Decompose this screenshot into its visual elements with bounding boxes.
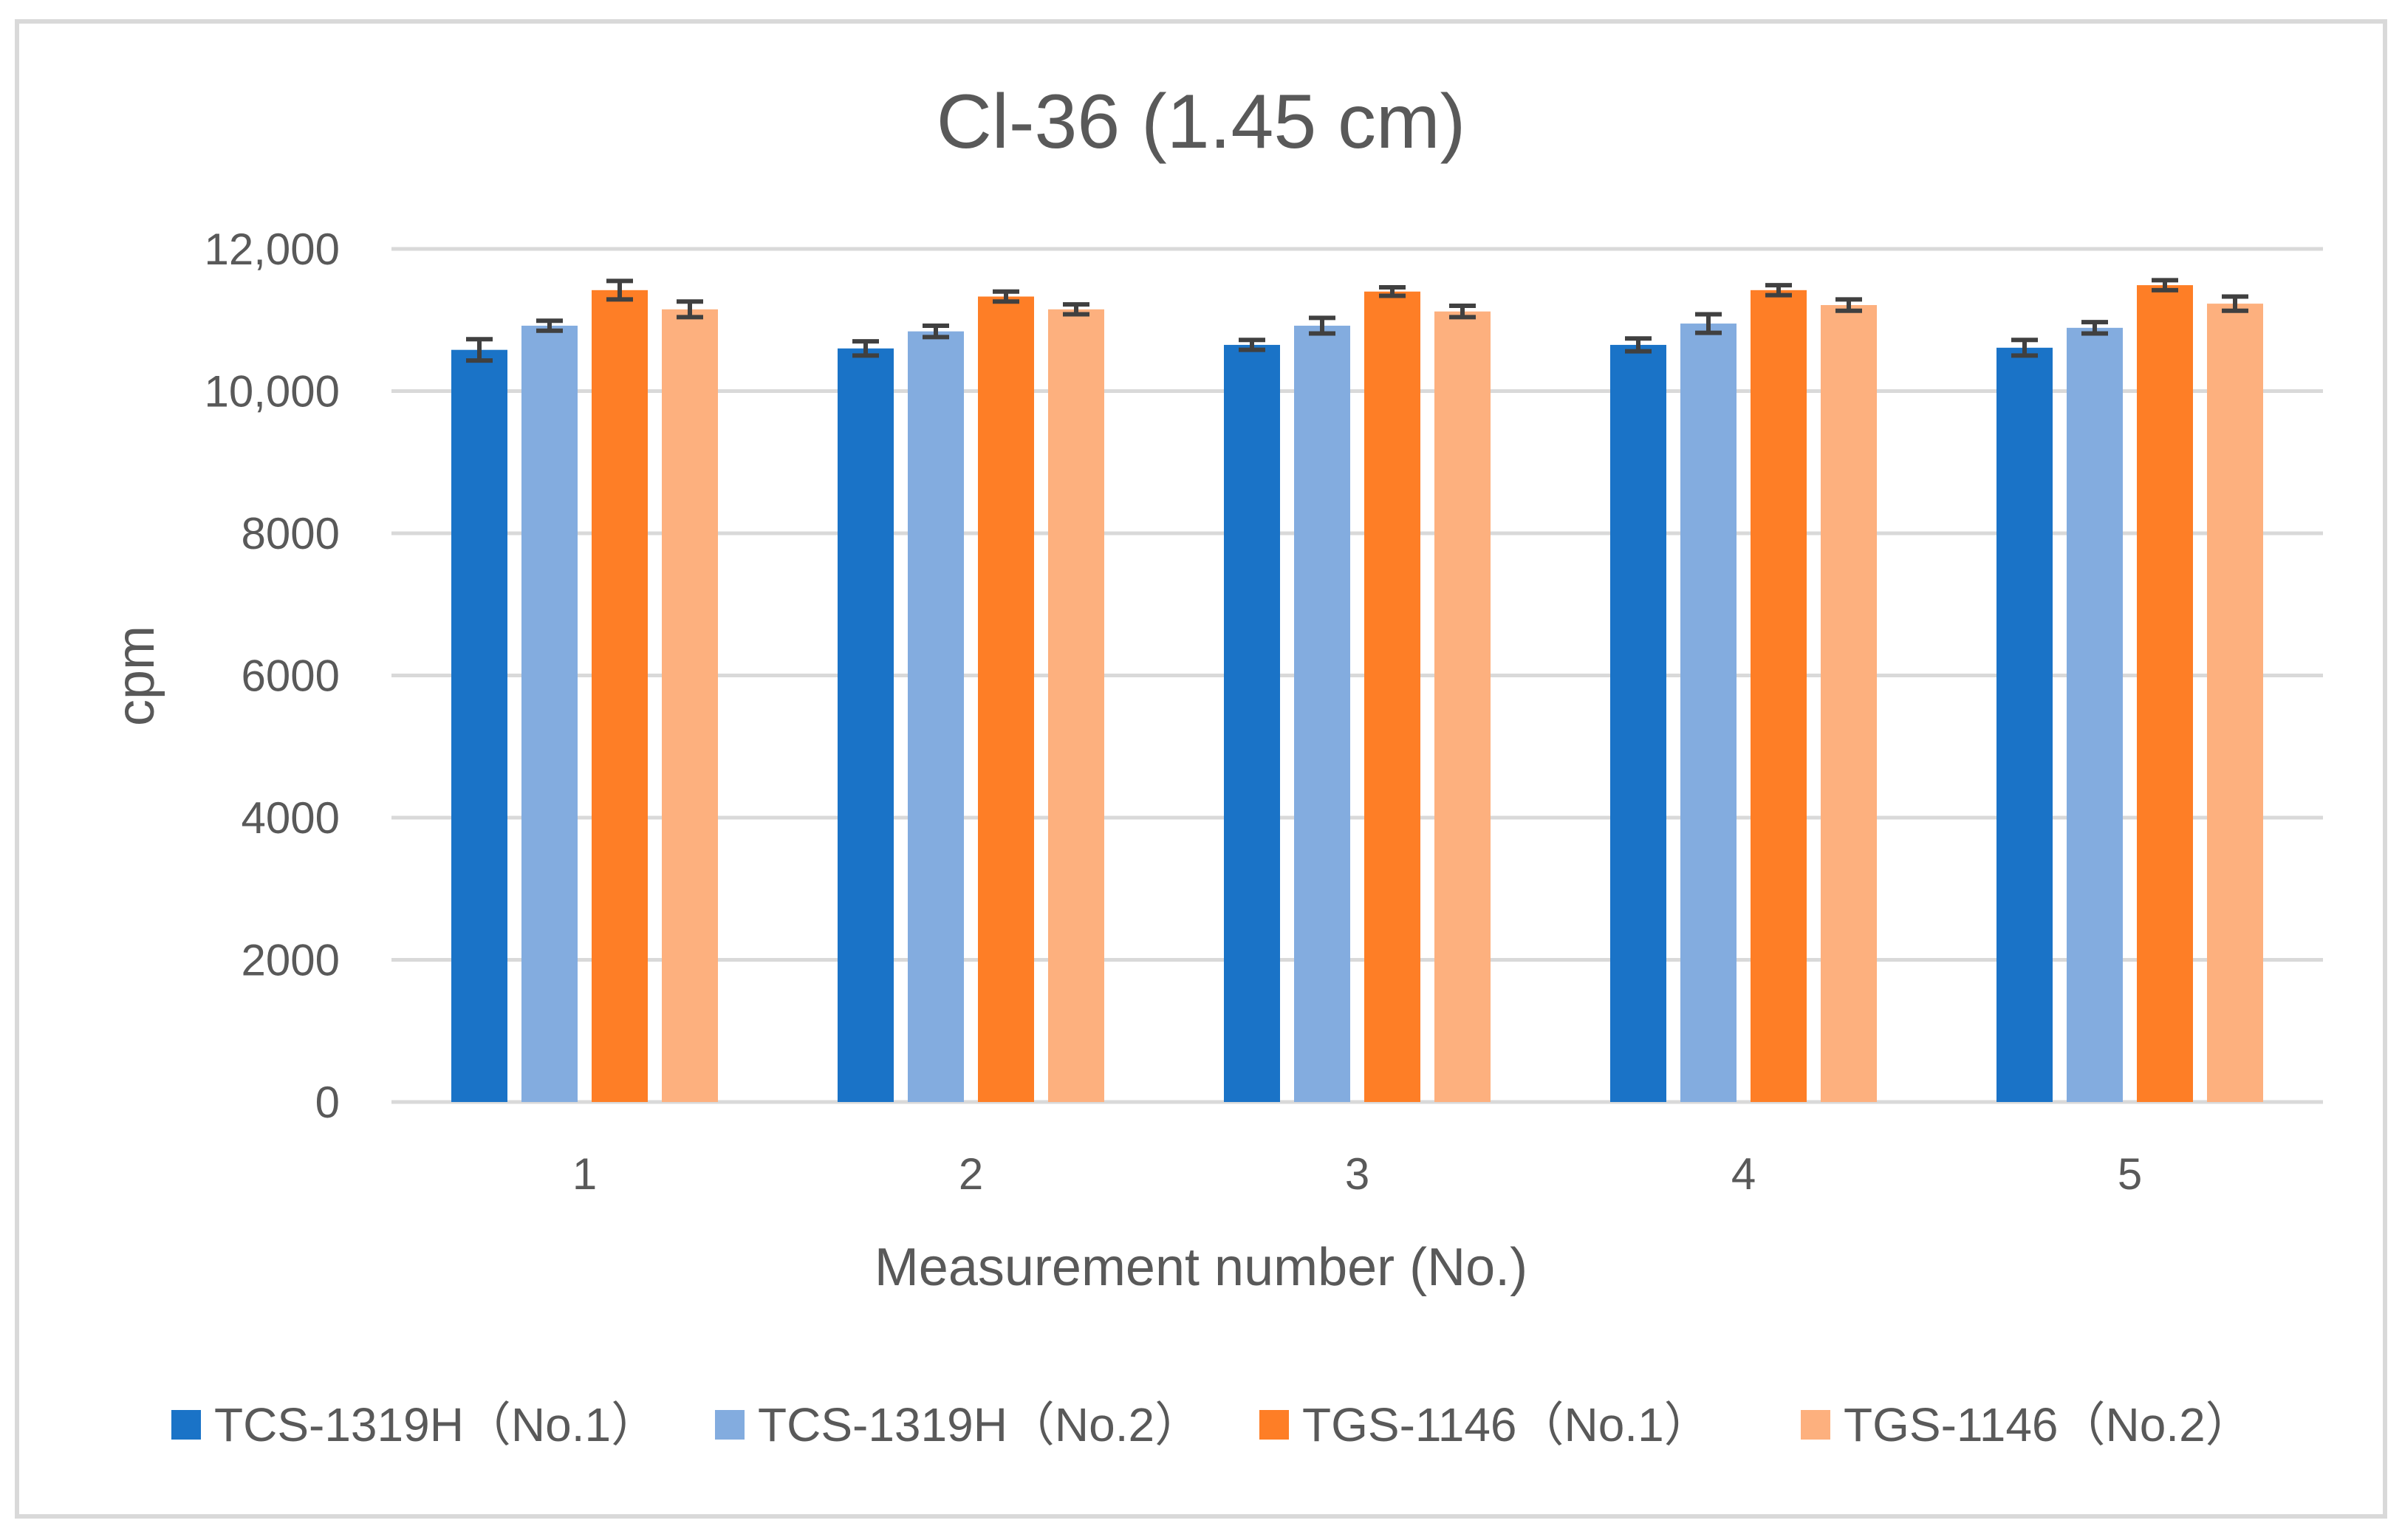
x-tick-label: 4 — [1731, 1149, 1756, 1199]
legend-label: TCS-1319H（No.1） — [214, 1398, 658, 1451]
legend-item: TGS-1146（No.1） — [1259, 1398, 1711, 1451]
bar — [662, 309, 718, 1102]
legend-item: TCS-1319H（No.2） — [715, 1398, 1202, 1451]
x-axis-label: Measurement number (No.) — [875, 1238, 1527, 1297]
bar — [1224, 344, 1280, 1102]
y-tick-label: 8000 — [242, 509, 340, 558]
legend-label: TCS-1319H（No.2） — [758, 1398, 1202, 1451]
legend-label: TGS-1146（No.1） — [1302, 1398, 1711, 1451]
bar — [2207, 304, 2263, 1102]
bars — [451, 285, 2263, 1103]
y-tick-label: 10,000 — [204, 367, 340, 417]
bar — [1680, 324, 1737, 1102]
bar — [1610, 344, 1666, 1102]
error-bar — [2152, 278, 2178, 292]
error-bar — [606, 278, 633, 302]
error-bar — [677, 299, 703, 320]
bar — [838, 348, 894, 1102]
bar — [521, 325, 578, 1103]
error-bar — [852, 339, 879, 358]
error-bar — [1239, 338, 1265, 352]
error-bar — [923, 323, 949, 340]
error-bar — [1625, 336, 1652, 354]
bar — [1434, 311, 1491, 1103]
x-tick-label: 3 — [1345, 1149, 1369, 1199]
error-bar — [536, 318, 563, 333]
legend: TCS-1319H（No.1） TCS-1319H（No.2） TGS-1146（N… — [171, 1398, 2253, 1451]
bar — [978, 296, 1034, 1102]
y-axis-ticks: 0 2000 4000 6000 8000 10,000 12,000 — [204, 225, 340, 1127]
bar — [592, 290, 648, 1103]
error-bar — [1449, 304, 1476, 320]
x-tick-label: 2 — [959, 1149, 983, 1199]
bar — [2137, 285, 2193, 1102]
error-bar — [2222, 294, 2248, 313]
legend-swatch — [715, 1410, 745, 1440]
legend-swatch — [1259, 1410, 1289, 1440]
chart-title: Cl-36 (1.45 cm) — [937, 79, 1466, 165]
y-tick-label: 4000 — [242, 793, 340, 843]
bar — [908, 331, 964, 1102]
bar — [1821, 305, 1877, 1103]
error-bars — [466, 278, 2248, 363]
y-tick-label: 0 — [315, 1078, 340, 1127]
bar — [2067, 327, 2123, 1102]
y-tick-label: 6000 — [242, 651, 340, 701]
error-bar — [1063, 302, 1089, 317]
x-tick-label: 1 — [572, 1149, 597, 1199]
y-axis-label: cpm — [106, 626, 165, 726]
error-bar — [1765, 283, 1792, 298]
x-tick-label: 5 — [2118, 1149, 2142, 1199]
error-bar — [1695, 312, 1722, 335]
legend-item: TCS-1319H（No.1） — [171, 1398, 658, 1451]
legend-label: TGS-1146（No.2） — [1844, 1398, 2253, 1451]
bar — [1048, 309, 1104, 1102]
legend-swatch — [171, 1410, 201, 1440]
bar — [451, 349, 507, 1102]
bar — [1751, 290, 1807, 1103]
error-bar — [466, 337, 493, 363]
error-bar — [993, 289, 1019, 304]
legend-swatch — [1801, 1410, 1830, 1440]
error-bar — [2011, 338, 2038, 358]
error-bar — [2081, 320, 2108, 336]
error-bar — [1379, 284, 1406, 298]
legend-item: TGS-1146（No.2） — [1801, 1398, 2253, 1451]
error-bar — [1835, 297, 1862, 313]
bar — [1294, 325, 1350, 1103]
chart-frame — [15, 19, 2387, 1519]
x-axis-ticks: 1 2 3 4 5 — [572, 1149, 2142, 1199]
y-tick-label: 2000 — [242, 936, 340, 985]
y-tick-label: 12,000 — [204, 225, 340, 274]
error-bar — [1309, 315, 1335, 336]
bar — [1996, 347, 2053, 1103]
bar — [1364, 291, 1420, 1102]
